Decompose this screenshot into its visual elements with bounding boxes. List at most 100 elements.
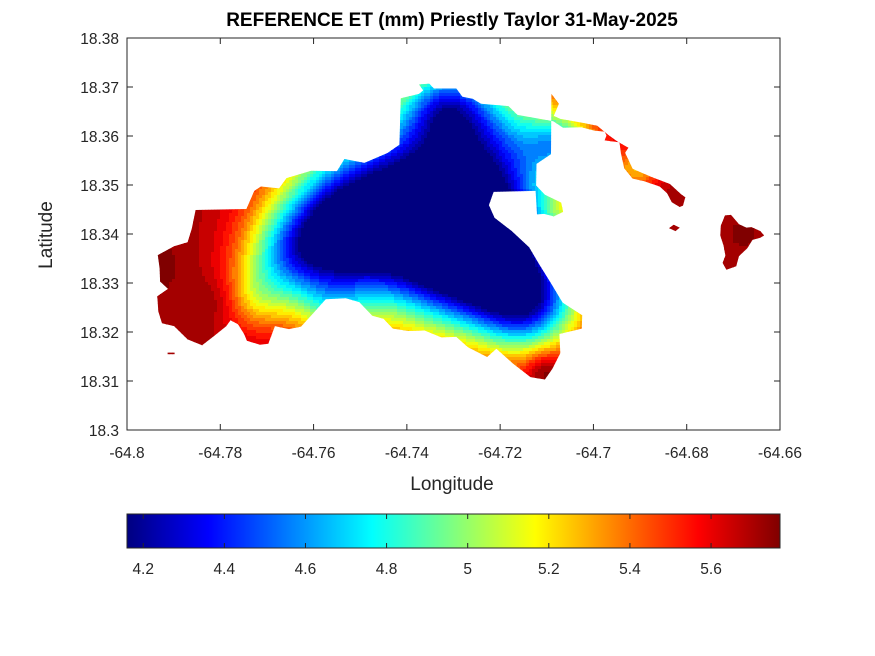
field-cell xyxy=(193,303,197,307)
field-cell xyxy=(220,219,224,223)
field-cell xyxy=(232,243,236,247)
field-cell xyxy=(193,309,197,313)
field-cell xyxy=(253,291,257,295)
field-cell xyxy=(208,291,212,295)
field-cell xyxy=(238,282,242,286)
field-cell xyxy=(253,267,257,271)
field-cell xyxy=(193,300,197,304)
field-cell xyxy=(199,252,203,256)
field-cell xyxy=(250,303,254,307)
field-cell xyxy=(256,204,260,208)
field-cell xyxy=(217,315,221,319)
field-cell xyxy=(190,312,194,316)
field-cell xyxy=(229,216,233,220)
field-cell xyxy=(217,273,221,277)
field-cell xyxy=(190,240,194,244)
field-cell xyxy=(196,318,200,322)
field-cell xyxy=(244,327,248,331)
field-cell xyxy=(160,273,164,277)
field-cell xyxy=(205,267,209,271)
field-cell xyxy=(217,216,221,220)
field-cell xyxy=(226,264,230,268)
field-cell xyxy=(202,306,206,310)
field-cell xyxy=(244,231,248,235)
field-cell xyxy=(187,309,191,313)
field-cell xyxy=(244,282,248,286)
field-cell xyxy=(199,228,203,232)
field-cell xyxy=(253,210,257,214)
field-cell xyxy=(220,279,224,283)
field-cell xyxy=(214,210,218,214)
field-cell xyxy=(214,255,218,259)
field-cell xyxy=(175,291,179,295)
field-cell xyxy=(196,213,200,217)
field-cell xyxy=(163,252,167,256)
field-cell xyxy=(184,258,188,262)
field-cell xyxy=(220,297,224,301)
field-cell xyxy=(202,228,206,232)
field-cell xyxy=(166,276,170,280)
field-cell xyxy=(175,288,179,292)
field-cell xyxy=(199,294,203,298)
field-cell xyxy=(223,297,227,301)
field-cell xyxy=(238,294,242,298)
field-cell xyxy=(193,315,197,319)
field-cell xyxy=(256,276,260,280)
field-cell xyxy=(199,288,203,292)
field-cell xyxy=(190,330,194,334)
field-cell xyxy=(181,246,185,250)
field-cell xyxy=(247,246,251,250)
field-cell xyxy=(226,240,230,244)
field-cell xyxy=(250,300,254,304)
field-cell xyxy=(247,276,251,280)
field-cell xyxy=(235,225,239,229)
field-cell xyxy=(208,255,212,259)
field-cell xyxy=(235,315,239,319)
field-cell xyxy=(244,279,248,283)
field-cell xyxy=(166,291,170,295)
field-cell xyxy=(199,321,203,325)
field-cell xyxy=(226,216,230,220)
field-cell xyxy=(247,267,251,271)
field-cell xyxy=(184,288,188,292)
field-cell xyxy=(160,279,164,283)
field-cell xyxy=(253,198,257,202)
field-cell xyxy=(214,237,218,241)
field-cell xyxy=(256,258,260,262)
field-cell xyxy=(250,249,254,253)
field-cell xyxy=(244,258,248,262)
field-cell xyxy=(205,294,209,298)
field-cell xyxy=(163,279,167,283)
field-cell xyxy=(250,228,254,232)
field-cell xyxy=(247,303,251,307)
field-cell xyxy=(178,282,182,286)
field-cell xyxy=(187,270,191,274)
field-cell xyxy=(181,279,185,283)
field-cell xyxy=(244,294,248,298)
field-cell xyxy=(256,213,260,217)
field-cell xyxy=(253,204,257,208)
field-cell xyxy=(163,321,167,325)
field-cell xyxy=(178,273,182,277)
field-cell xyxy=(253,195,257,199)
field-cell xyxy=(238,288,242,292)
field-cell xyxy=(226,279,230,283)
field-cell xyxy=(193,279,197,283)
field-cell xyxy=(169,282,173,286)
field-cell xyxy=(244,270,248,274)
field-cell xyxy=(241,243,245,247)
field-cell xyxy=(232,276,236,280)
field-cell xyxy=(160,252,164,256)
field-cell xyxy=(214,324,218,328)
field-cell xyxy=(178,249,182,253)
field-cell xyxy=(208,258,212,262)
field-cell xyxy=(175,249,179,253)
field-cell xyxy=(205,333,209,337)
field-cell xyxy=(190,252,194,256)
field-cell xyxy=(193,261,197,265)
field-cell xyxy=(238,324,242,328)
field-cell xyxy=(199,309,203,313)
field-cell xyxy=(247,300,251,304)
field-cell xyxy=(184,270,188,274)
field-cell xyxy=(202,273,206,277)
